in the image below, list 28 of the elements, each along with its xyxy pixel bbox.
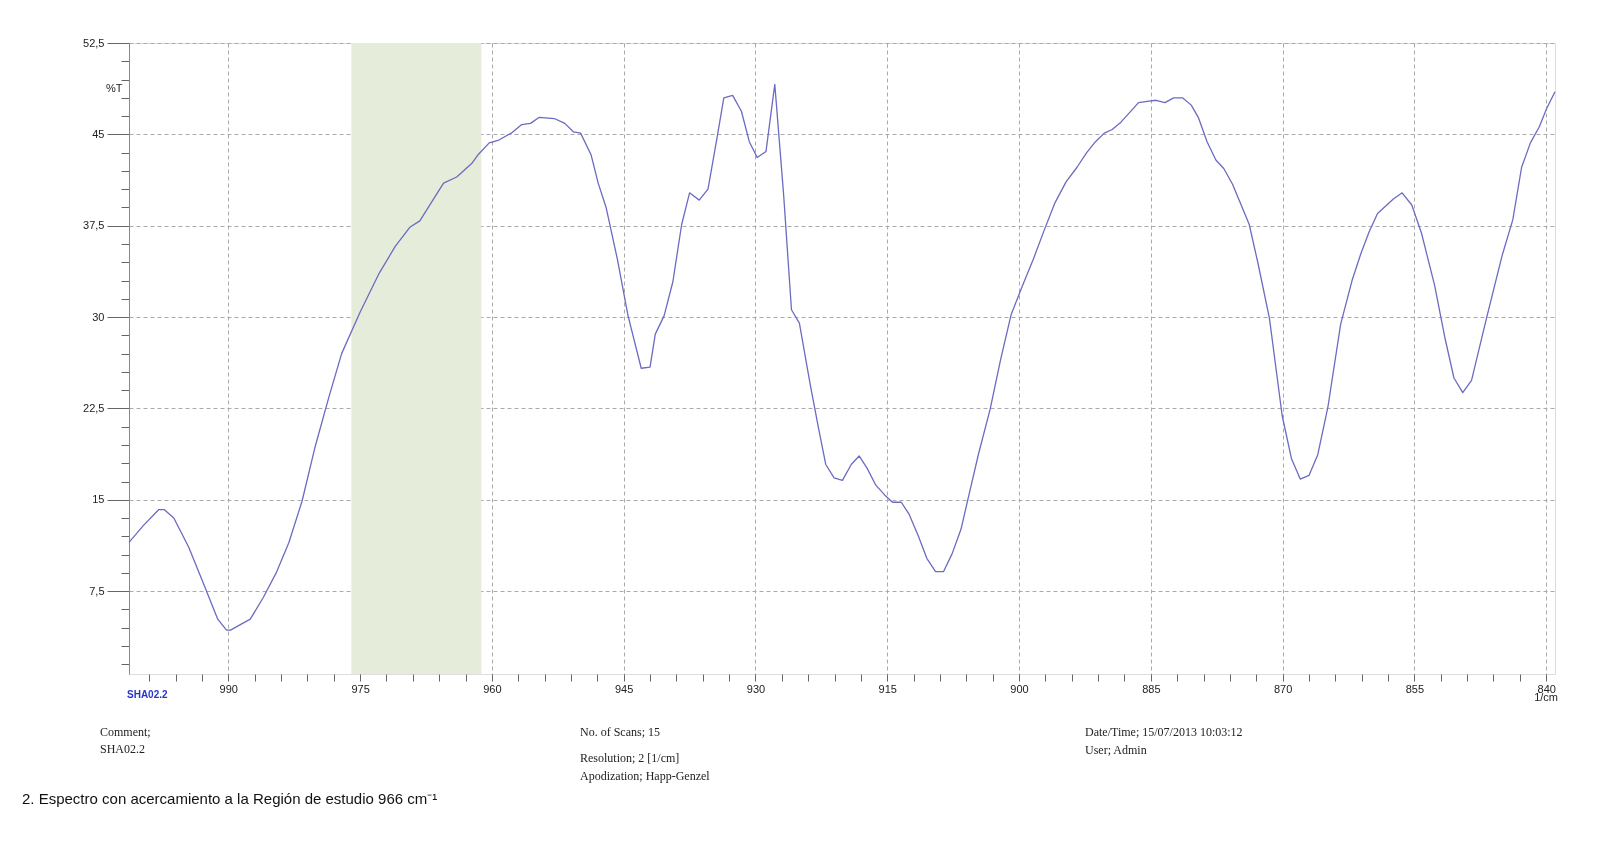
- text: Comment;: [100, 725, 151, 739]
- y-tick-label: 37,5: [83, 219, 105, 232]
- text: Date/Time; 15/07/2013 10:03:12: [1085, 725, 1243, 739]
- y-tick-label: 45: [92, 127, 105, 140]
- text: SHA02.2: [100, 742, 146, 756]
- x-tick-label: 945: [614, 682, 634, 695]
- x-tick-label: 915: [878, 682, 897, 695]
- x-tick-label: 960: [483, 682, 502, 695]
- line-series: [128, 83, 1556, 631]
- x-tick-label: 900: [1010, 682, 1029, 695]
- x-tick-label: 855: [1405, 682, 1425, 695]
- y-tick-label: 7,5: [89, 584, 105, 597]
- y-tick-label: 15: [92, 493, 105, 506]
- text: Resolution; 2 [1/cm]: [580, 751, 680, 765]
- y-axis-title: %T: [106, 81, 123, 94]
- x-tick-label: 885: [1142, 682, 1161, 695]
- text: No. of Scans; 15: [580, 725, 660, 739]
- y-tick-label: 52,5: [83, 36, 105, 49]
- y-tick-label: 22,5: [83, 401, 105, 414]
- x-tick-label: 870: [1273, 682, 1293, 695]
- x-tick-label: 930: [746, 682, 766, 695]
- x-tick-label: 990: [219, 682, 238, 695]
- text: SHA02.2: [127, 689, 169, 700]
- y-tick-label: 30: [92, 310, 105, 323]
- x-tick-label: 975: [351, 682, 370, 695]
- text: Apodization; Happ-Genzel: [580, 769, 711, 783]
- text: 2. Espectro con acercamiento a la Región de estudio 966 cm⁻¹: [22, 790, 438, 807]
- text: User; Admin: [1085, 743, 1147, 757]
